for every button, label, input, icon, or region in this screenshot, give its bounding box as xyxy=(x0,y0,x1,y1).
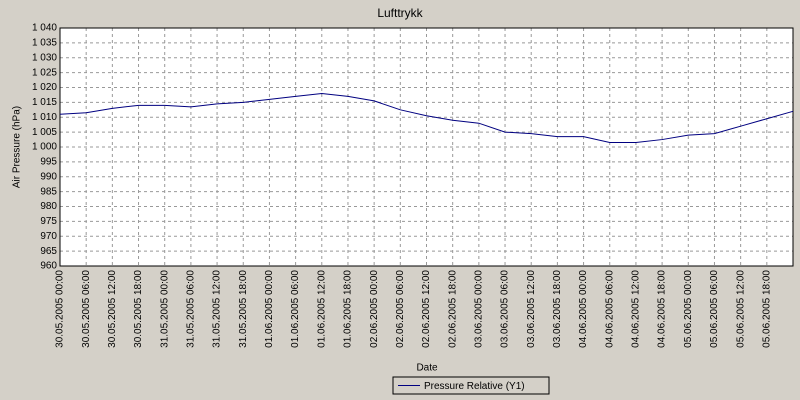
y-tick-label: 990 xyxy=(40,171,57,182)
x-tick-label: 04.06.2005 12:00 xyxy=(631,270,642,348)
x-tick-label: 31.05.2005 18:00 xyxy=(238,270,249,348)
x-tick-label: 04.06.2005 06:00 xyxy=(604,270,615,348)
plot-border xyxy=(59,27,794,267)
y-tick-label: 1 010 xyxy=(32,112,57,123)
x-tick-label: 05.06.2005 00:00 xyxy=(683,270,694,348)
x-tick-label: 31.05.2005 06:00 xyxy=(186,270,197,348)
x-tick-label: 04.06.2005 18:00 xyxy=(657,270,668,348)
x-axis-label: Date xyxy=(416,363,438,374)
x-tick-label: 02.06.2005 06:00 xyxy=(395,270,406,348)
x-tick-label: 30.05.2005 06:00 xyxy=(81,270,92,348)
data-line xyxy=(59,92,794,144)
x-tick-label: 05.06.2005 18:00 xyxy=(761,270,772,348)
x-tick-label: 30.05.2005 00:00 xyxy=(55,270,66,348)
x-tick-label: 05.06.2005 06:00 xyxy=(709,270,720,348)
x-tick-label: 04.06.2005 00:00 xyxy=(578,270,589,348)
y-tick-label: 995 xyxy=(40,157,57,168)
x-tick-label: 30.05.2005 18:00 xyxy=(133,270,144,348)
y-tick-label: 1 035 xyxy=(32,38,57,49)
x-tick-label: 05.06.2005 12:00 xyxy=(735,270,746,348)
legend-label: Pressure Relative (Y1) xyxy=(424,381,525,392)
y-tick-label: 960 xyxy=(40,261,57,272)
y-tick-label: 1 015 xyxy=(32,97,57,108)
legend: Pressure Relative (Y1) xyxy=(392,376,550,395)
x-tick-label: 01.06.2005 06:00 xyxy=(290,270,301,348)
legend-box xyxy=(392,376,550,395)
y-tick-label: 970 xyxy=(40,231,57,242)
x-tick-label: 02.06.2005 18:00 xyxy=(447,270,458,348)
x-tick-label: 31.05.2005 12:00 xyxy=(212,270,223,348)
y-tick-label: 1 025 xyxy=(32,67,57,78)
x-tick-label: 01.06.2005 00:00 xyxy=(264,270,275,348)
x-tick-label: 30.05.2005 12:00 xyxy=(107,270,118,348)
y-tick-label: 1 005 xyxy=(32,127,57,138)
y-axis-label: Air Pressure (hPa) xyxy=(12,106,23,188)
y-tick-label: 1 030 xyxy=(32,52,57,63)
x-tick-label: 01.06.2005 18:00 xyxy=(343,270,354,348)
x-tick-label: 31.05.2005 00:00 xyxy=(159,270,170,348)
y-tick-label: 980 xyxy=(40,201,57,212)
y-tick-label: 975 xyxy=(40,216,57,227)
chart-title: Lufttrykk xyxy=(377,6,423,20)
y-tick-label: 1 040 xyxy=(32,23,57,34)
x-tick-label: 03.06.2005 00:00 xyxy=(473,270,484,348)
x-tick-label: 03.06.2005 18:00 xyxy=(552,270,563,348)
y-tick-label: 1 000 xyxy=(32,142,57,153)
y-tick-label: 985 xyxy=(40,186,57,197)
x-tick-label: 01.06.2005 12:00 xyxy=(316,270,327,348)
x-tick-label: 02.06.2005 12:00 xyxy=(421,270,432,348)
x-tick-label: 02.06.2005 00:00 xyxy=(369,270,380,348)
y-tick-label: 1 020 xyxy=(32,82,57,93)
x-tick-label: 03.06.2005 12:00 xyxy=(526,270,537,348)
y-tick-label: 965 xyxy=(40,246,57,257)
x-tick-label: 03.06.2005 06:00 xyxy=(500,270,511,348)
